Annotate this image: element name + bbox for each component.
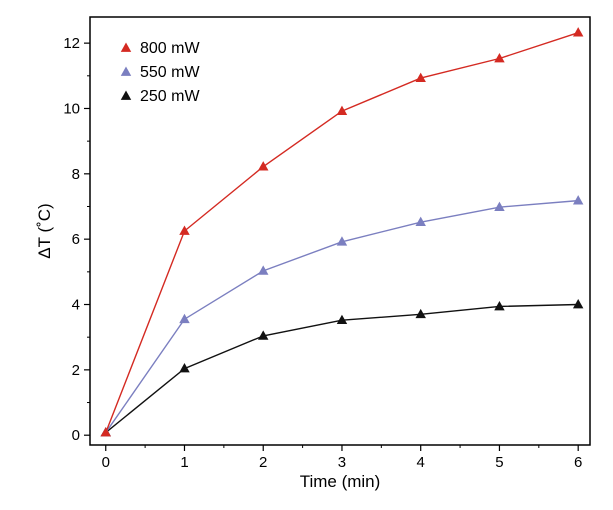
y-tick-label: 4 — [72, 297, 80, 314]
series-250-mw — [100, 299, 584, 437]
data-point — [415, 216, 426, 227]
data-point — [572, 27, 584, 37]
y-axis-title: ΔT (˚C) — [35, 203, 54, 258]
data-point — [179, 363, 190, 373]
x-tick-label: 6 — [574, 454, 582, 471]
legend-label: 250 mW — [140, 88, 200, 105]
y-tick-label: 0 — [72, 427, 80, 444]
x-tick-label: 0 — [102, 454, 110, 471]
data-point — [258, 161, 269, 171]
x-tick-label: 4 — [417, 454, 425, 471]
data-point — [258, 330, 269, 340]
x-axis-title: Time (min) — [300, 472, 381, 491]
y-tick-label: 6 — [72, 231, 80, 248]
data-point — [572, 299, 584, 309]
y-tick-label: 8 — [72, 166, 80, 183]
legend-label: 800 mW — [140, 40, 200, 57]
data-point — [494, 52, 505, 63]
data-point — [100, 427, 111, 437]
x-tick-label: 1 — [180, 454, 188, 471]
data-point — [415, 72, 426, 82]
x-tick-label: 5 — [495, 454, 503, 471]
data-point — [179, 313, 190, 324]
data-point — [179, 225, 190, 235]
y-tick-label: 12 — [63, 35, 80, 52]
data-point — [494, 300, 505, 311]
y-tick-label: 2 — [72, 362, 80, 379]
legend-marker — [120, 90, 132, 100]
series-layer — [100, 27, 584, 437]
legend-marker — [120, 66, 132, 76]
data-point — [336, 236, 348, 246]
legend-label: 550 mW — [140, 64, 200, 81]
x-tick-label: 3 — [338, 454, 346, 471]
series-800-mw — [100, 27, 584, 437]
data-point — [572, 195, 584, 205]
data-point — [258, 265, 269, 275]
y-tick-label: 10 — [63, 100, 80, 117]
x-tick-label: 2 — [259, 454, 267, 471]
legend: 800 mW 550 mW 250 mW — [120, 40, 200, 105]
plot-frame — [89, 16, 591, 446]
series-550-mw — [100, 195, 584, 437]
data-point — [415, 308, 426, 319]
data-point — [336, 314, 348, 325]
data-point — [494, 201, 505, 211]
legend-marker — [120, 42, 132, 52]
data-point — [336, 105, 348, 115]
